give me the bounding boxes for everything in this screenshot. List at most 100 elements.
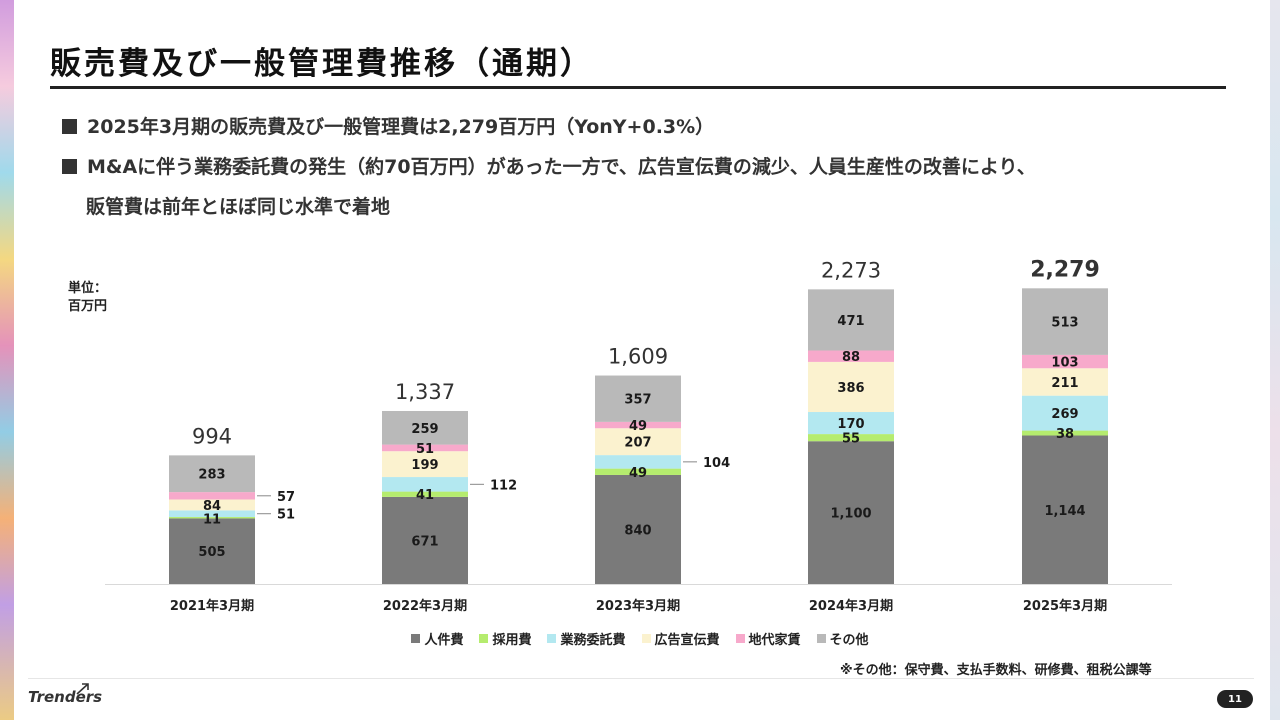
company-logo: Trenders <box>28 683 103 706</box>
legend-label: 人件費 <box>424 633 464 648</box>
bar-segment <box>1022 368 1108 396</box>
title-underline <box>50 86 1226 89</box>
bar-segment <box>1022 435 1108 584</box>
data-label: 1,144 <box>1044 504 1085 519</box>
bar-segment <box>1022 288 1108 355</box>
bar-segment <box>595 428 681 456</box>
page-title: 販売費及び一般管理費推移（通期） <box>50 46 594 82</box>
bar-segment <box>1022 395 1108 431</box>
legend-swatch <box>641 634 651 643</box>
unit-label-line-2: 百万円 <box>68 299 108 314</box>
x-tick-label: 2022年3月期 <box>383 598 467 614</box>
bullet-square-icon <box>62 119 77 134</box>
x-tick-label: 2025年3月期 <box>1023 598 1107 614</box>
data-label: 55 <box>842 432 860 447</box>
page-number: 11 <box>1217 690 1253 708</box>
data-label: 112 <box>490 478 517 493</box>
data-label: 49 <box>629 419 647 434</box>
legend-swatch <box>816 634 826 643</box>
bar-segment <box>808 441 894 584</box>
data-label: 513 <box>1051 316 1078 331</box>
legend-item: 広告宣伝費 <box>641 629 720 648</box>
decorative-right-edge <box>1270 0 1280 720</box>
legend-label: 広告宣伝費 <box>654 633 720 648</box>
decorative-left-edge <box>0 0 14 720</box>
total-label: 2,273 <box>821 258 881 282</box>
legend-swatch <box>735 634 745 643</box>
logo-arrow-icon <box>76 683 89 695</box>
bar-segment <box>808 289 894 351</box>
data-label: 104 <box>703 456 730 471</box>
bar-segment <box>808 350 894 362</box>
data-label: 38 <box>1056 427 1074 442</box>
data-label: 11 <box>203 513 221 528</box>
bullet-1: 2025年3月期の販売費及び一般管理費は2,279百万円（YonY+0.3%） <box>62 112 714 139</box>
bar-segment <box>808 434 894 442</box>
data-label: 51 <box>416 442 434 457</box>
bar-segment <box>1022 354 1108 369</box>
legend-label: 業務委託費 <box>560 633 626 648</box>
unit-label-line-1: 単位： <box>68 281 108 296</box>
data-label: 259 <box>411 422 438 437</box>
data-label: 1,100 <box>830 507 871 522</box>
bar-segment <box>595 468 681 475</box>
bar-segment <box>595 474 681 584</box>
bar-segment <box>595 421 681 429</box>
data-label: 84 <box>203 499 221 514</box>
bar-segment <box>382 477 468 492</box>
legend-swatch <box>547 634 557 643</box>
x-tick-label: 2024年3月期 <box>809 598 893 614</box>
legend-label: その他 <box>829 633 869 648</box>
chart-legend: 人件費 採用費 業務委託費 広告宣伝費 地代家賃 その他 <box>0 629 1280 648</box>
bullet-1-text: 2025年3月期の販売費及び一般管理費は2,279百万円（YonY+0.3%） <box>87 116 715 138</box>
data-label: 49 <box>629 466 647 481</box>
bar-segment <box>169 492 255 500</box>
data-label: 671 <box>411 534 438 549</box>
legend-item: その他 <box>816 629 869 648</box>
footer-divider <box>28 678 1254 679</box>
data-label: 88 <box>842 350 860 365</box>
bar-segment <box>595 455 681 469</box>
legend-swatch <box>411 634 421 643</box>
total-label: 1,609 <box>608 345 668 369</box>
total-label: 994 <box>192 424 232 448</box>
bar-segment <box>382 451 468 478</box>
legend-item: 採用費 <box>479 629 531 648</box>
footnote: ※その他：保守費、支払手数料、研修費、租税公課等 <box>840 663 1152 678</box>
bar-segment <box>382 491 468 497</box>
data-label: 471 <box>837 314 864 329</box>
data-label: 283 <box>198 468 225 483</box>
data-label: 57 <box>277 490 295 505</box>
bar-segment <box>382 444 468 452</box>
bullet-2: M&Aに伴う業務委託費の発生（約70百万円）があった一方で、広告宣伝費の減少、人… <box>62 152 1036 179</box>
data-label: 211 <box>1051 376 1078 391</box>
bar-segment <box>169 455 255 493</box>
bar-segment <box>169 510 255 518</box>
logo-text: Trenders <box>28 688 103 706</box>
data-label: 269 <box>1051 407 1078 422</box>
legend-label: 地代家賃 <box>748 633 801 648</box>
data-label: 207 <box>624 436 651 451</box>
bar-segment <box>595 375 681 422</box>
x-tick-label: 2021年3月期 <box>170 598 254 614</box>
data-label: 51 <box>277 508 295 523</box>
bullet-2-continuation: 販管費は前年とほぼ同じ水準で着地 <box>86 196 391 218</box>
bar-segment <box>808 361 894 413</box>
bar-segment <box>382 496 468 584</box>
bullet-2-text: M&Aに伴う業務委託費の発生（約70百万円）があった一方で、広告宣伝費の減少、人… <box>87 156 1036 178</box>
total-label: 2,279 <box>1030 257 1100 282</box>
data-label: 103 <box>1051 356 1078 371</box>
bar-segment <box>169 499 255 511</box>
bar-segment <box>808 412 894 435</box>
data-label: 386 <box>837 381 864 396</box>
bar-segment <box>169 518 255 584</box>
data-label: 199 <box>411 458 438 473</box>
legend-swatch <box>479 634 489 643</box>
bar-segment <box>1022 430 1108 436</box>
bar-segment <box>169 517 255 519</box>
total-label: 1,337 <box>395 380 455 404</box>
legend-item: 業務委託費 <box>547 629 626 648</box>
data-label: 41 <box>416 488 434 503</box>
legend-label: 採用費 <box>492 633 532 648</box>
